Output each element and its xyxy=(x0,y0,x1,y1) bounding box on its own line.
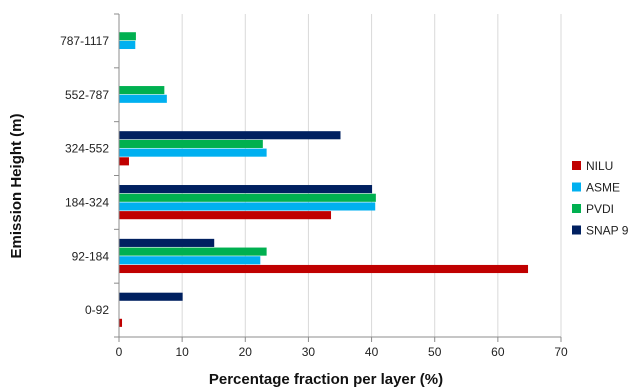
axes xyxy=(114,13,562,342)
legend-swatch xyxy=(572,225,581,235)
legend-label: SNAP 9 xyxy=(586,224,629,238)
bars xyxy=(119,32,529,327)
bar-asme xyxy=(119,94,167,103)
bar-snap-9 xyxy=(119,185,373,194)
bar-pvdi xyxy=(119,139,263,148)
bar-nilu xyxy=(119,264,529,274)
bar-asme xyxy=(119,148,267,157)
x-tick-label: 50 xyxy=(428,345,442,359)
x-tick-label: 30 xyxy=(302,345,316,359)
x-tick-label: 0 xyxy=(116,345,123,359)
bar-snap-9 xyxy=(119,292,183,301)
bar-snap-9 xyxy=(119,131,341,140)
legend-swatch xyxy=(572,182,581,192)
bar-asme xyxy=(119,202,376,211)
y-tick-label: 324-552 xyxy=(65,142,109,156)
bar-asme xyxy=(119,256,261,265)
legend-swatch xyxy=(572,161,581,170)
x-tick-labels: 0 10 20 30 40 50 60 70 xyxy=(116,345,568,359)
legend-label: PVDI xyxy=(586,202,614,216)
x-axis-title: Percentage fraction per layer (%) xyxy=(209,371,443,388)
legend-label: ASME xyxy=(586,181,620,195)
x-tick-label: 20 xyxy=(239,345,253,359)
bar-pvdi xyxy=(119,193,376,202)
bar-asme xyxy=(119,40,136,50)
y-tick-label: 0-92 xyxy=(85,303,109,317)
y-tick-label: 184-324 xyxy=(65,195,109,209)
y-tick-label: 552-787 xyxy=(65,88,109,102)
y-tick-labels: 0-92 92-184 184-324 324-552 552-787 787-1117 xyxy=(60,34,109,317)
y-tick-label: 92-184 xyxy=(72,249,110,263)
legend-swatch xyxy=(572,204,581,213)
x-tick-label: 10 xyxy=(175,345,189,359)
legend: NILU ASME PVDI SNAP 9 xyxy=(572,159,629,238)
bar-nilu xyxy=(119,157,129,166)
bar-pvdi xyxy=(119,86,165,95)
y-tick-label: 787-1117 xyxy=(60,34,109,48)
bar-snap-9 xyxy=(119,238,215,247)
x-tick-label: 60 xyxy=(491,345,505,359)
legend-label: NILU xyxy=(586,159,613,173)
bar-nilu xyxy=(119,211,332,220)
bar-nilu xyxy=(119,318,123,327)
x-tick-label: 40 xyxy=(365,345,379,359)
x-tick-label: 70 xyxy=(554,345,568,359)
gridlines xyxy=(181,14,562,337)
bar-pvdi xyxy=(119,32,136,41)
y-axis-title: Emission Height (m) xyxy=(8,113,25,258)
bar-pvdi xyxy=(119,247,267,256)
